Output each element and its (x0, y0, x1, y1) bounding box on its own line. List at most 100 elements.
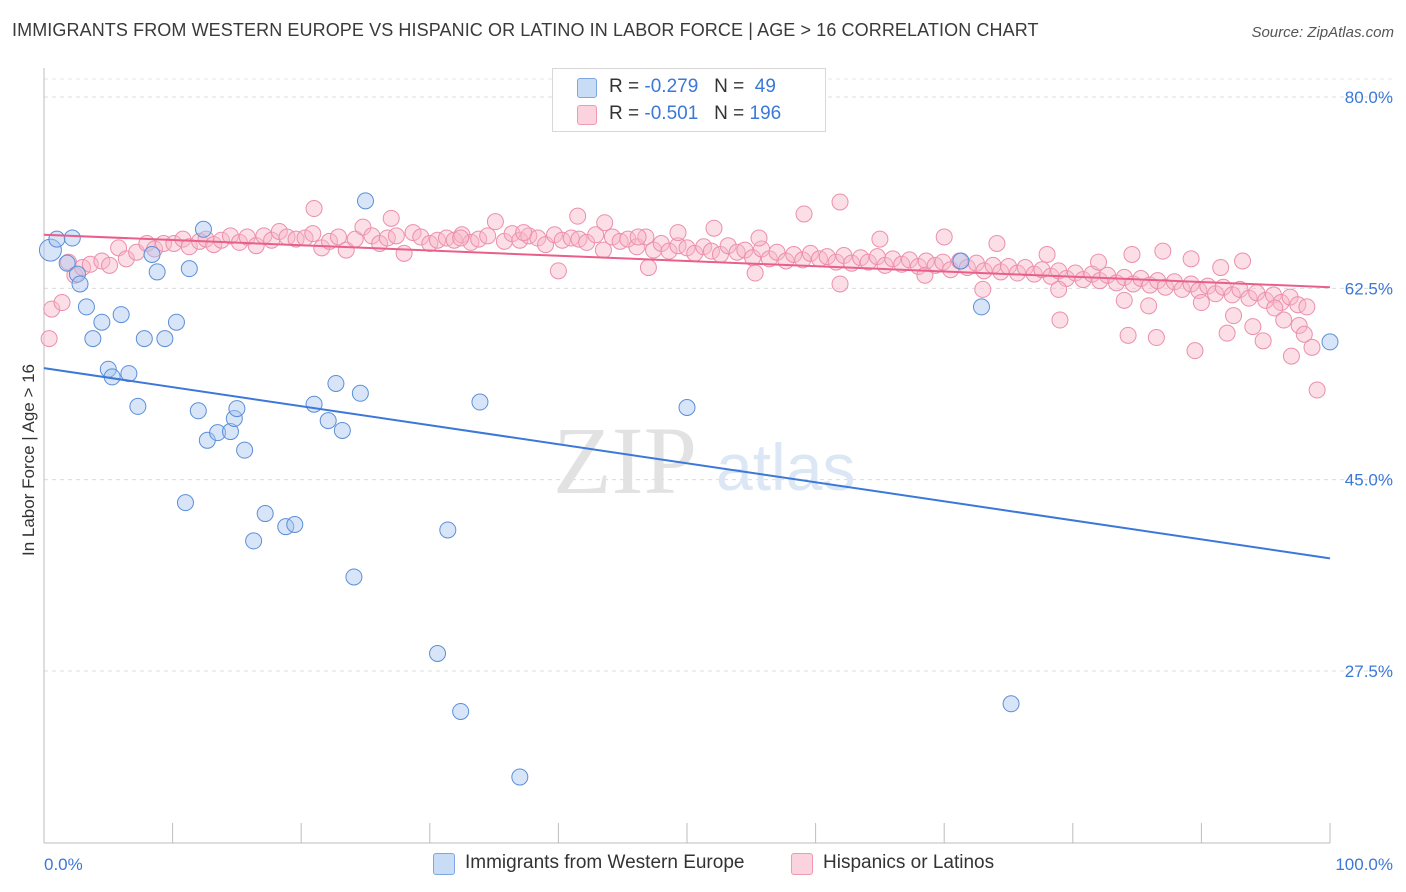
grid-lines (44, 78, 1392, 672)
point-western-europe (48, 230, 66, 248)
point-hispanics (750, 229, 768, 247)
point-hispanics (569, 207, 587, 225)
points-western-europe (38, 192, 1339, 786)
point-hispanics (40, 330, 58, 348)
point-hispanics (818, 248, 836, 266)
point-western-europe (156, 330, 174, 348)
point-hispanics (1192, 294, 1210, 312)
chart-title: IMMIGRANTS FROM WESTERN EUROPE VS HISPAN… (12, 20, 1039, 40)
point-hispanics (795, 205, 813, 223)
y-tick-labels: 27.5% 45.0% 62.5% 80.0% (1345, 88, 1393, 681)
y-tick-label: 80.0% (1345, 88, 1393, 107)
point-western-europe (135, 330, 153, 348)
point-hispanics (695, 238, 713, 256)
point-hispanics (470, 230, 488, 248)
legend-n-label: N = (714, 76, 745, 97)
point-western-europe (112, 306, 130, 324)
point-western-europe (93, 313, 111, 331)
watermark: ZIP atlas (553, 407, 855, 514)
point-western-europe (471, 393, 489, 411)
point-western-europe (245, 532, 263, 550)
point-hispanics (1212, 259, 1230, 277)
watermark-atlas: atlas (716, 430, 855, 504)
point-hispanics (900, 251, 918, 269)
point-western-europe (256, 505, 274, 523)
point-hispanics (1231, 280, 1249, 298)
legend-n-value-blue: 49 (754, 76, 776, 97)
point-hispanics (1234, 252, 1252, 270)
point-hispanics (486, 213, 504, 231)
point-hispanics (101, 256, 119, 274)
point-hispanics (404, 224, 422, 242)
point-hispanics (669, 224, 687, 242)
point-hispanics (1182, 250, 1200, 268)
legend-r-label: R = (609, 103, 640, 124)
point-hispanics (1115, 291, 1133, 309)
point-western-europe (143, 245, 161, 263)
point-western-europe (176, 494, 194, 512)
point-hispanics (1147, 329, 1165, 347)
point-hispanics (1186, 342, 1204, 360)
point-western-europe (357, 192, 374, 210)
legend-n-value-pink: 196 (749, 103, 782, 124)
point-hispanics (660, 242, 678, 260)
point-hispanics (859, 253, 877, 271)
point-hispanics (1051, 311, 1069, 329)
point-western-europe (225, 409, 243, 427)
point-hispanics (801, 244, 819, 262)
point-hispanics (1033, 261, 1051, 279)
point-hispanics (974, 280, 992, 298)
point-hispanics (975, 262, 993, 280)
point-western-europe (1321, 333, 1339, 351)
legend-r-value-blue: -0.279 (644, 76, 699, 97)
point-hispanics (1119, 326, 1137, 344)
point-hispanics (1115, 268, 1133, 286)
point-hispanics (831, 275, 849, 293)
point-hispanics (1225, 307, 1243, 325)
correlation-legend: R = -0.279 N = 49 R = -0.501 N = 196 (552, 68, 826, 132)
point-western-europe (189, 402, 207, 420)
point-hispanics (304, 225, 322, 243)
point-western-europe (68, 265, 86, 283)
point-western-europe (439, 521, 457, 539)
point-western-europe (58, 254, 76, 272)
point-hispanics (1123, 245, 1141, 263)
point-hispanics (180, 238, 198, 256)
point-hispanics (287, 230, 305, 248)
point-western-europe (452, 702, 470, 720)
point-hispanics (1282, 347, 1300, 365)
point-hispanics (354, 218, 372, 236)
point-hispanics (1140, 297, 1158, 315)
series-swatch-pink (791, 853, 813, 875)
point-hispanics (212, 231, 230, 249)
point-hispanics (305, 200, 323, 218)
point-hispanics (117, 250, 135, 268)
point-hispanics (587, 226, 605, 244)
x-tick-label: 0.0% (44, 855, 83, 874)
trend-line-western-europe (43, 367, 1331, 560)
point-western-europe (678, 399, 696, 417)
source-credit: Source: ZipAtlas.com (1251, 24, 1394, 41)
point-western-europe (63, 229, 81, 247)
point-hispanics (1038, 245, 1056, 263)
legend-r-value-pink: -0.501 (644, 103, 699, 124)
legend-n-label: N = (714, 103, 745, 124)
point-western-europe (286, 515, 304, 533)
watermark-zip: ZIP (553, 407, 697, 514)
point-hispanics (596, 214, 614, 232)
point-hispanics (395, 244, 413, 262)
trend-lines (43, 233, 1331, 560)
point-hispanics (1308, 381, 1326, 399)
point-hispanics (238, 228, 256, 246)
point-hispanics (549, 262, 567, 280)
legend-r-label: R = (609, 76, 640, 97)
point-hispanics (452, 229, 470, 247)
point-hispanics (746, 264, 764, 282)
point-hispanics (1303, 338, 1321, 356)
point-hispanics (1244, 318, 1262, 336)
point-western-europe (319, 412, 337, 430)
point-hispanics (53, 294, 71, 312)
point-hispanics (705, 219, 723, 237)
trend-line-hispanics (43, 233, 1331, 289)
point-hispanics (884, 250, 902, 268)
